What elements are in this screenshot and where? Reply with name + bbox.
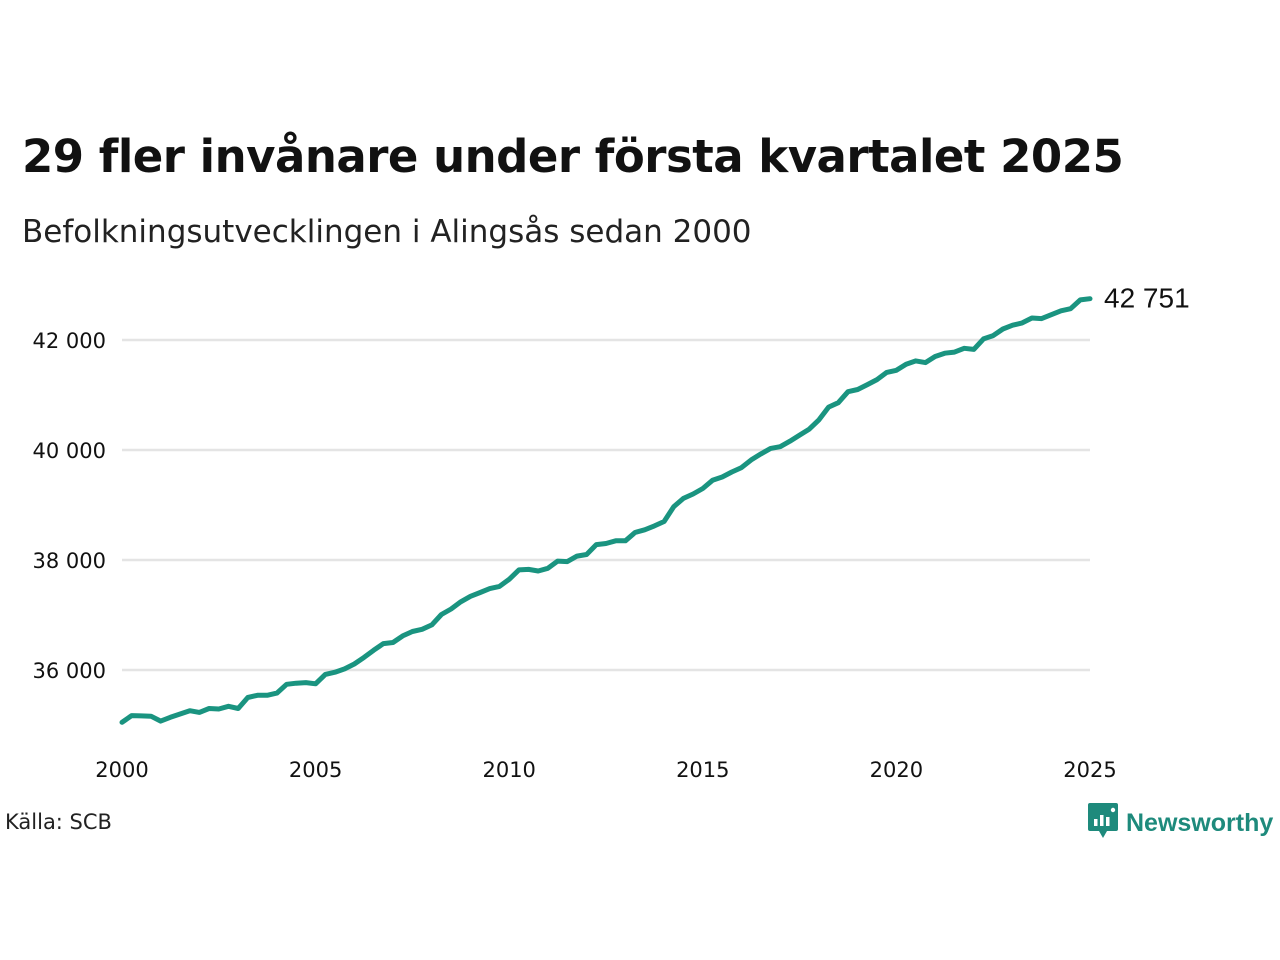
- end-label-layer: 42 751: [1104, 283, 1190, 314]
- source-note: Källa: SCB: [5, 810, 112, 834]
- series-layer: [119, 296, 1093, 725]
- newsworthy-logo-icon: [1088, 803, 1118, 843]
- x-tick-label: 2005: [289, 758, 342, 782]
- chart-subtitle: Befolkningsutvecklingen i Alingsås sedan…: [22, 214, 752, 250]
- x-tick-label: 2025: [1063, 758, 1116, 782]
- y-tick-label: 40 000: [33, 439, 106, 463]
- brand-name: Newsworthy: [1126, 808, 1274, 837]
- x-tick-label: 2015: [676, 758, 729, 782]
- y-tick-label: 36 000: [33, 659, 106, 683]
- end-value-label: 42 751: [1104, 283, 1190, 314]
- y-tick-label: 38 000: [33, 549, 106, 573]
- x-tick-label: 2020: [870, 758, 923, 782]
- x-axis-tick-labels: 2000 2005 2010 2015 2020 2025: [95, 758, 1116, 782]
- series-line-0: [119, 296, 1093, 725]
- grid-lines: [122, 338, 1090, 672]
- x-tick-label: 2010: [482, 758, 535, 782]
- y-tick-label: 42 000: [33, 329, 106, 353]
- brand-logo[interactable]: Newsworthy: [1088, 803, 1273, 843]
- chart-title: 29 fler invånare under första kvartalet …: [22, 130, 1124, 183]
- y-axis-tick-labels: 36 000 38 000 40 000 42 000: [33, 329, 106, 683]
- x-tick-label: 2000: [95, 758, 148, 782]
